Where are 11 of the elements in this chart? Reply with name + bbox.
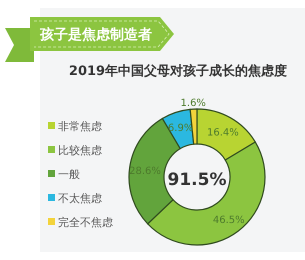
data-label: 46.5%	[212, 214, 245, 226]
text: 91.5%	[168, 170, 226, 190]
legend-label: 比较焦虑	[58, 144, 102, 157]
data-label: 1.6%	[180, 98, 206, 110]
legend-label: 不太焦虑	[58, 192, 102, 205]
legend-label: 非常焦虑	[58, 120, 102, 133]
legend-label: 一般	[58, 168, 80, 181]
data-label: 16.4%	[206, 127, 239, 138]
chart-subtitle: 2019年中国父母对孩子成长的焦虑度	[68, 63, 288, 79]
legend-label: 完全不焦虑	[58, 216, 113, 229]
chart-title: 孩子是焦虑制造者	[39, 26, 152, 43]
